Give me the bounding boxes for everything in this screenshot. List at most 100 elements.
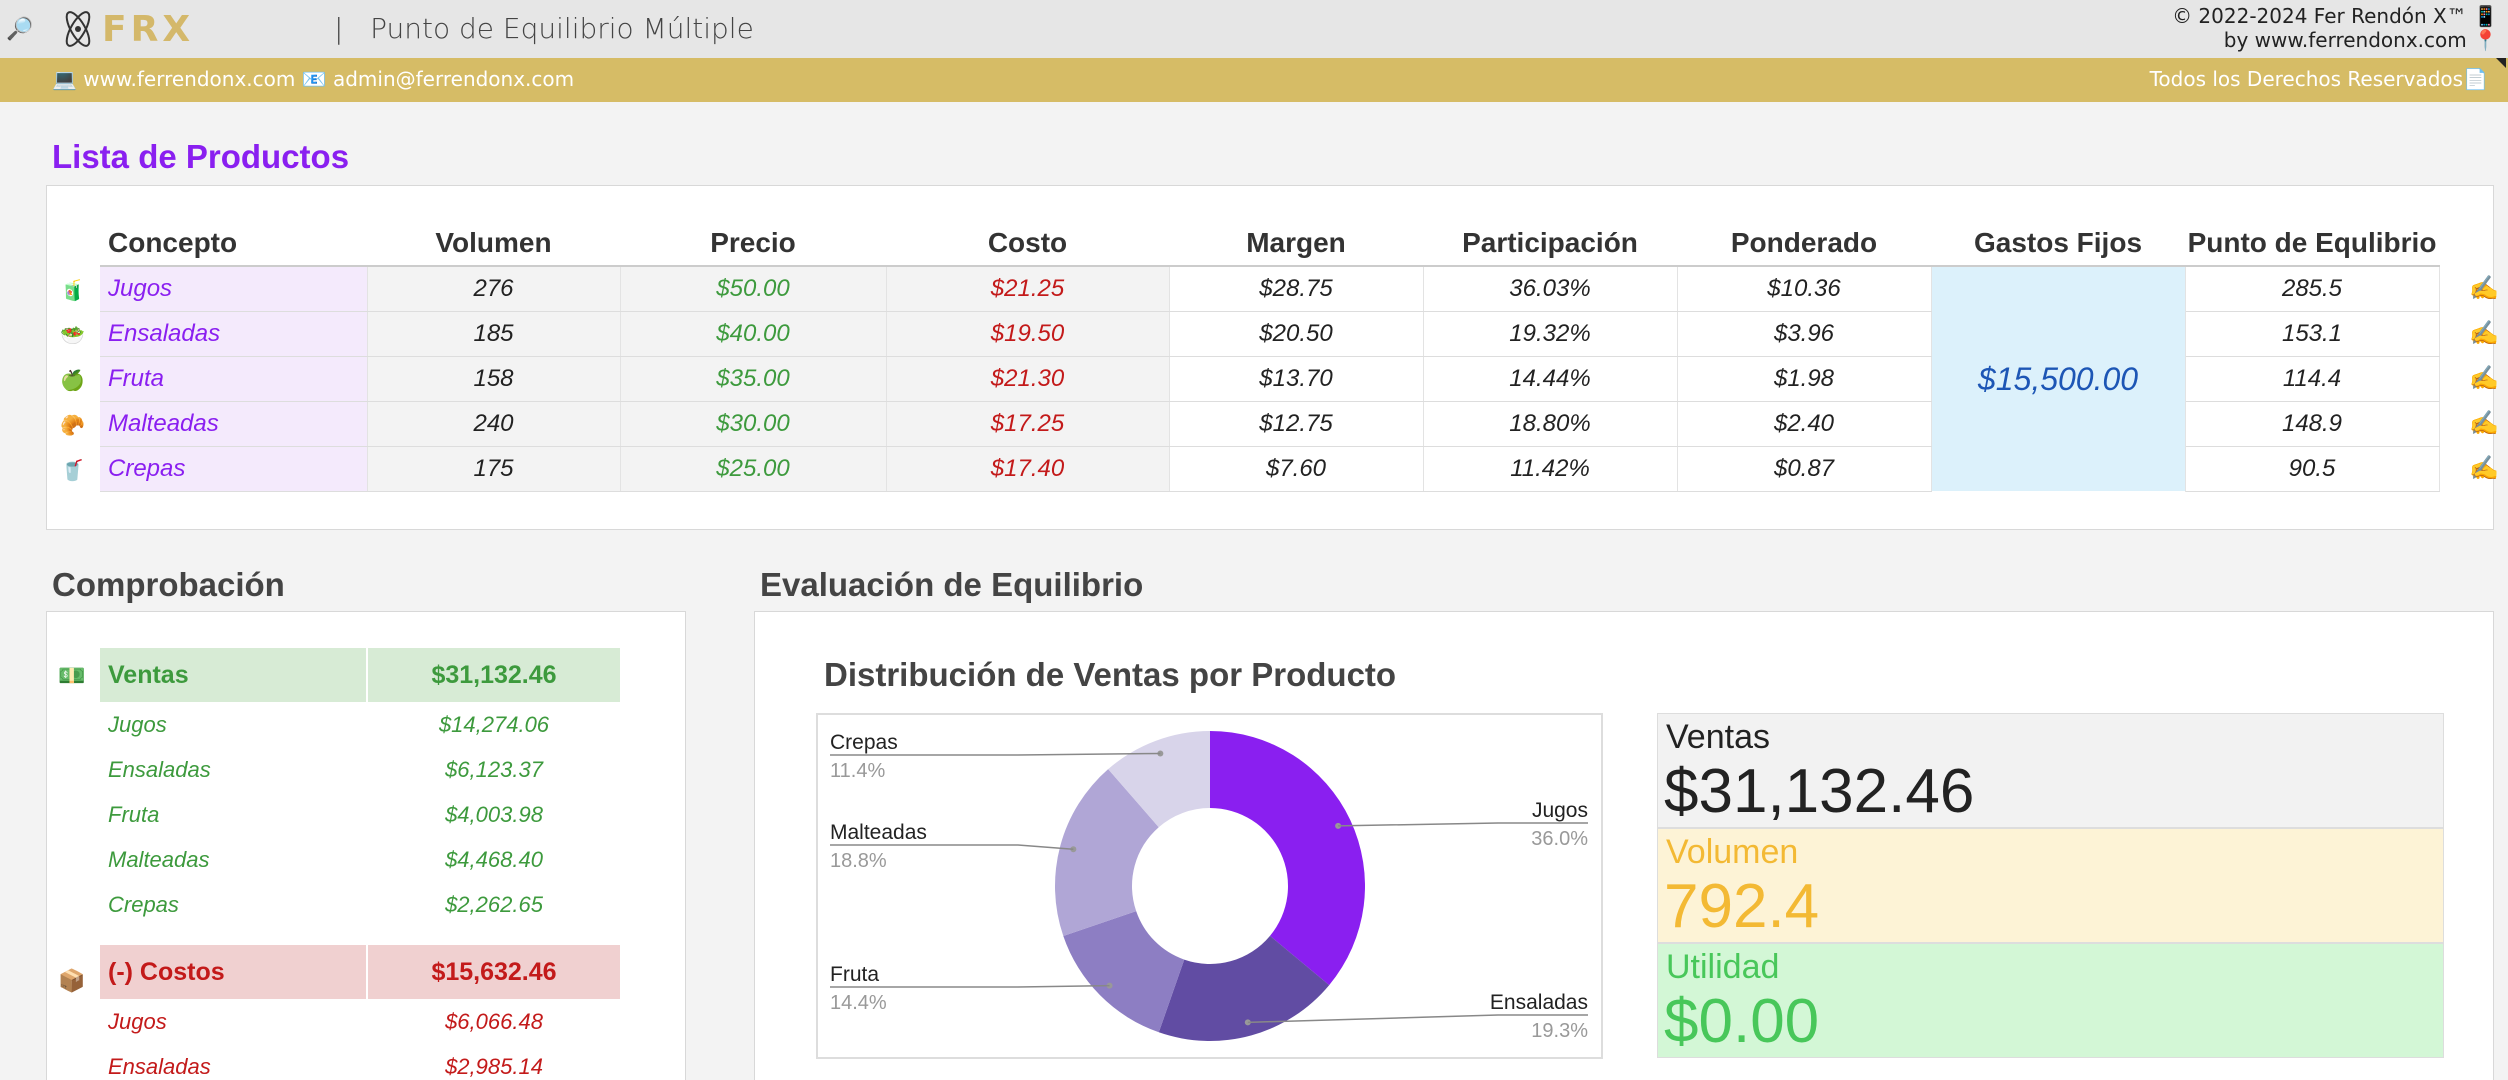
table-row: Jugos 276 $50.00 $21.25 $28.75 36.03% $1…	[100, 266, 2499, 491]
cell-punto: 90.5	[2185, 446, 2440, 492]
kpi-volumen: Volumen 792.4	[1657, 828, 2444, 943]
products-title: Lista de Productos	[52, 138, 350, 175]
leader-dot-fruta	[1106, 982, 1113, 989]
page-title-text: Punto de Equilibrio Múltiple	[370, 12, 754, 45]
search-icon[interactable]: 🔎	[6, 16, 34, 41]
juice-icon: 🧃	[60, 280, 85, 302]
ventas-item-label: Fruta	[108, 801, 160, 827]
donut-slice-crepas[interactable]	[1108, 731, 1210, 828]
leader-line-fruta	[830, 984, 1110, 988]
cell-volumen[interactable]: 175	[367, 446, 621, 492]
cell-costo[interactable]: $19.50	[886, 311, 1170, 357]
col-punto-equilibrio: Punto de Equlibrio	[2185, 220, 2439, 267]
edit-icon[interactable]: ✍️	[2469, 455, 2499, 482]
cell-costo[interactable]: $21.25	[886, 266, 1170, 312]
copyright-line2[interactable]: by www.ferrendonx.com 📍	[2223, 28, 2498, 52]
comprobacion-table: Ventas $31,132.46 Jugos $14,274.06 Ensala…	[100, 648, 622, 1080]
cell-precio[interactable]: $30.00	[620, 401, 887, 447]
cell-gastos-fijos[interactable]: $15,500.00	[1931, 266, 2186, 491]
atom-logo-icon	[65, 11, 91, 47]
cell-participacion: 11.42%	[1423, 446, 1678, 492]
ventas-row: Ventas $31,132.46	[100, 648, 622, 702]
slice-value-fruta: 14.4%	[830, 992, 887, 1014]
kpi-volumen-value: 792.4	[1664, 872, 1820, 941]
leader-line-jugos	[1338, 822, 1588, 827]
leader-dot-ensaladas	[1244, 1019, 1251, 1026]
cell-precio[interactable]: $25.00	[620, 446, 887, 492]
cell-volumen[interactable]: 240	[367, 401, 621, 447]
list-item: Fruta $4,003.98	[100, 792, 621, 837]
table-row: Crepas 175 $25.00 $17.40 $7.60 11.42% $0…	[100, 446, 2499, 492]
table-row: Fruta 158 $35.00 $21.30 $13.70 14.44% $1…	[100, 356, 2499, 402]
ventas-item-label: Jugos	[108, 711, 167, 737]
cell-punto: 153.1	[2185, 311, 2440, 357]
col-costo: Costo	[886, 220, 1169, 267]
cell-ponderado: $2.40	[1677, 401, 1932, 447]
cell-concepto[interactable]: Crepas	[100, 446, 368, 492]
cell-ponderado: $0.87	[1677, 446, 1932, 492]
donut-chart-svg: Jugos 36.0% Ensaladas 19.3% Fruta 14.4% Maltea…	[830, 731, 1588, 1042]
list-item: Jugos $6,066.48	[100, 999, 621, 1044]
logo[interactable]: FRX	[58, 4, 194, 54]
cell-margen: $20.50	[1169, 311, 1424, 357]
cell-precio[interactable]: $50.00	[620, 266, 887, 312]
cell-ponderado: $3.96	[1677, 311, 1932, 357]
cell-margen: $12.75	[1169, 401, 1424, 447]
cell-concepto[interactable]: Fruta	[100, 356, 368, 402]
spacer-cell	[367, 927, 621, 945]
donut-slice-ensaladas[interactable]	[1158, 935, 1330, 1041]
table-row: Ensaladas 185 $40.00 $19.50 $20.50 19.32…	[100, 311, 2499, 357]
edit-icon[interactable]: ✍️	[2469, 275, 2499, 302]
ventas-item-value: $4,468.40	[445, 846, 543, 872]
cell-costo[interactable]: $21.30	[886, 356, 1170, 402]
kpi-volumen-label: Volumen	[1666, 833, 1799, 871]
table-header-row: Concepto Volumen Precio Costo Margen Par…	[100, 220, 2499, 267]
cell-precio[interactable]: $35.00	[620, 356, 887, 402]
cell-ponderado: $10.36	[1677, 266, 1932, 312]
edit-icon[interactable]: ✍️	[2469, 365, 2499, 392]
list-item: Crepas $2,262.65	[100, 882, 621, 927]
cell-participacion: 18.80%	[1423, 401, 1678, 447]
list-item: Malteadas $4,468.40	[100, 837, 621, 882]
slice-label-crepas: Crepas	[830, 731, 898, 754]
kpi-ventas-label: Ventas	[1666, 718, 1770, 756]
cell-costo[interactable]: $17.40	[886, 446, 1170, 492]
edit-icon[interactable]: ✍️	[2469, 410, 2499, 437]
donut-chart: Jugos 36.0% Ensaladas 19.3% Fruta 14.4% Maltea…	[816, 713, 1603, 1059]
donut-slice-jugos[interactable]	[1210, 731, 1365, 986]
top-header: 🔎 FRX | Punto de Equilibrio Múltiple © 2…	[0, 0, 2508, 58]
ventas-total: $31,132.46	[367, 648, 622, 702]
copyright-line1: © 2022-2024 Fer Rendón X™ 📱	[2172, 4, 2498, 28]
cell-concepto[interactable]: Ensaladas	[100, 311, 368, 357]
cell-margen: $28.75	[1169, 266, 1424, 312]
cell-costo[interactable]: $17.25	[886, 401, 1170, 447]
donut-slice-fruta[interactable]	[1063, 911, 1185, 1033]
cell-precio[interactable]: $40.00	[620, 311, 887, 357]
col-edit	[2439, 220, 2499, 266]
contact-bar: 💻 www.ferrendonx.com 📧 admin@ferrendonx.…	[0, 58, 2508, 102]
cell-concepto[interactable]: Malteadas	[100, 401, 368, 447]
leader-dot-jugos	[1335, 822, 1342, 829]
cell-volumen[interactable]: 276	[367, 266, 621, 312]
costos-item-label: Ensaladas	[108, 1053, 211, 1079]
cell-volumen[interactable]: 158	[367, 356, 621, 402]
list-item: Ensaladas $6,123.37	[100, 747, 621, 792]
cell-ponderado: $1.98	[1677, 356, 1932, 402]
ventas-item-label: Ensaladas	[108, 756, 211, 782]
kpi-utilidad-label: Utilidad	[1666, 948, 1780, 986]
spacer-cell	[100, 927, 367, 945]
col-precio: Precio	[620, 220, 886, 267]
cell-concepto[interactable]: Jugos	[100, 266, 368, 312]
donut-slice-malteadas[interactable]	[1055, 769, 1159, 937]
slice-value-malteadas: 18.8%	[830, 850, 887, 872]
col-volumen: Volumen	[367, 220, 620, 267]
leader-line-crepas	[830, 752, 1161, 756]
cell-participacion: 19.32%	[1423, 311, 1678, 357]
contact-links[interactable]: 💻 www.ferrendonx.com 📧 admin@ferrendonx.…	[52, 67, 575, 91]
cell-volumen[interactable]: 185	[367, 311, 621, 357]
cell-margen: $7.60	[1169, 446, 1424, 492]
ventas-label: Ventas	[100, 648, 368, 702]
edit-icon[interactable]: ✍️	[2469, 320, 2499, 347]
rights-reserved: Todos los Derechos Reservados📄	[2149, 67, 2488, 91]
kpi-utilidad: Utilidad $0.00	[1657, 943, 2444, 1058]
